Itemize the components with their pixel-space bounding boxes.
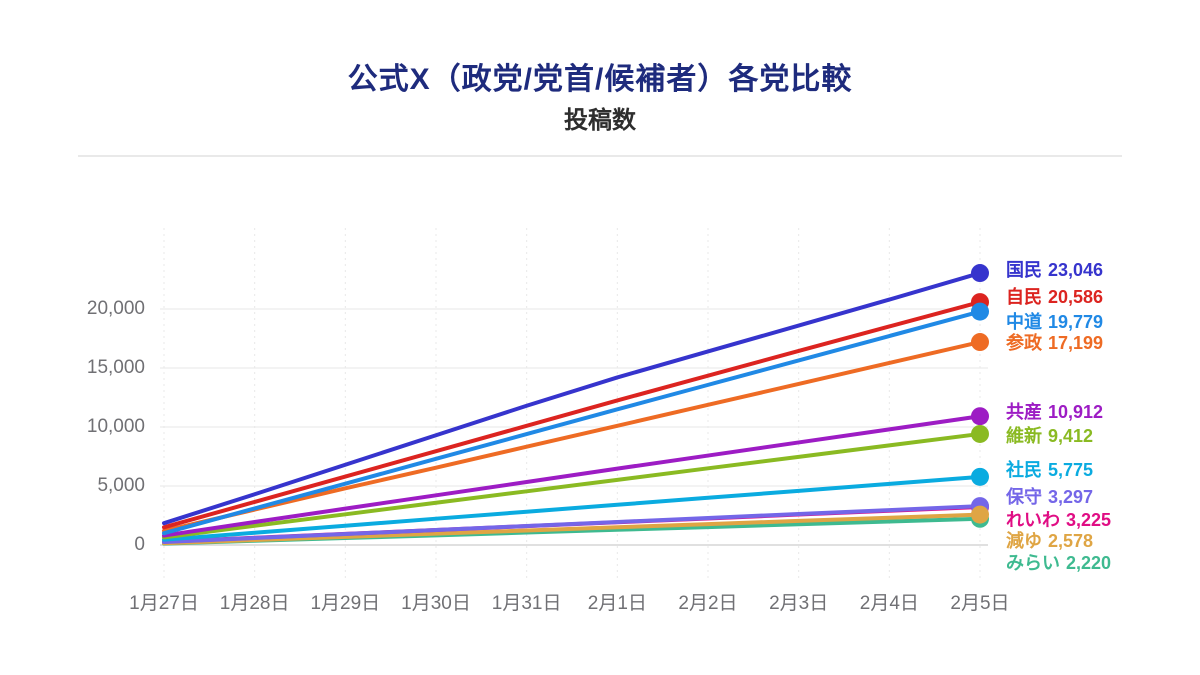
y-axis-tick: 10,000 [86, 416, 145, 437]
line-共産 [162, 414, 982, 538]
x-axis-tick: 1月28日 [219, 593, 290, 614]
series-label-hoshu: 保守 3,297 [1006, 487, 1094, 507]
y-axis-tick: 0 [134, 534, 145, 555]
dot-社民 [971, 467, 989, 486]
series-label-kokumin: 国民 23,046 [1006, 260, 1104, 280]
dot-中道 [971, 302, 989, 321]
line-維新 [162, 431, 982, 540]
x-axis-tick: 1月27日 [129, 593, 199, 614]
y-axis-tick: 5,000 [97, 475, 145, 496]
dot-国民 [971, 264, 989, 283]
x-axis-tick: 2月3日 [769, 593, 829, 614]
x-axis-tick: 2月5日 [950, 593, 1010, 614]
series-label-chudo: 中道 19,779 [1006, 312, 1104, 332]
series-label-kyosan: 共産 10,912 [1006, 402, 1104, 422]
x-axis-tick: 1月30日 [401, 593, 471, 614]
series-label-sansei: 参政 17,199 [1006, 333, 1104, 353]
page-title: 公式X（政党/党首/候補者）各党比較 [347, 63, 853, 96]
series-label-mirai: みらい 2,220 [1006, 553, 1112, 573]
x-axis-tick: 2月1日 [587, 593, 647, 614]
line-減ゆ [162, 512, 982, 546]
x-axis-tick: 2月2日 [678, 593, 738, 614]
dot-参政 [971, 333, 989, 352]
chart-subtitle: 投稿数 [564, 107, 636, 134]
y-axis-tick: 20,000 [86, 298, 145, 319]
series-label-shamin: 社民 5,775 [1006, 460, 1094, 480]
series-label-genyu: 減ゆ 2,578 [1006, 531, 1094, 551]
dot-共産 [971, 407, 989, 426]
line-中道 [162, 309, 982, 536]
x-axis-tick: 1月31日 [491, 593, 562, 614]
line-参政 [162, 340, 982, 533]
header-divider [78, 155, 1122, 157]
series-label-reiwa: れいわ 3,225 [1006, 510, 1112, 530]
y-axis-tick: 15,000 [86, 357, 145, 378]
x-axis-tick: 2月4日 [859, 593, 919, 614]
line-自民 [162, 300, 982, 530]
series-label-ishin: 維新 9,412 [1006, 426, 1094, 446]
dot-維新 [971, 424, 989, 443]
line-保守 [162, 504, 982, 545]
line-社民 [162, 474, 982, 542]
dot-減ゆ [971, 505, 989, 524]
x-axis-tick: 1月29日 [310, 593, 381, 614]
line-国民 [162, 271, 982, 526]
series-label-jimin: 自民 20,586 [1006, 287, 1104, 307]
